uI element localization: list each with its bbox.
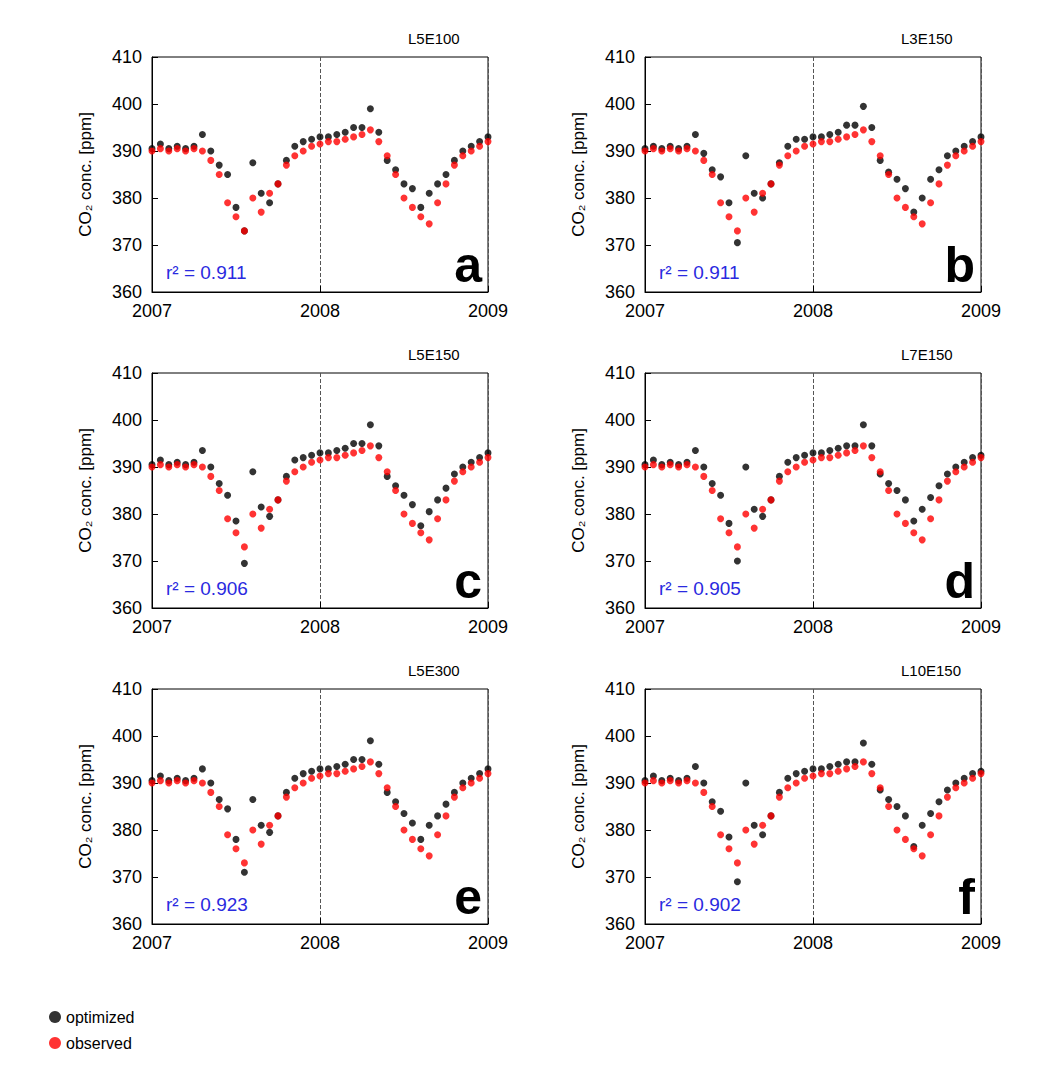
svg-text:390: 390 — [112, 457, 142, 477]
svg-text:410: 410 — [112, 679, 142, 699]
svg-text:r² = 0.923: r² = 0.923 — [166, 894, 248, 915]
svg-text:optimized: optimized — [66, 1009, 134, 1026]
svg-text:360: 360 — [112, 914, 142, 934]
svg-text:370: 370 — [605, 867, 635, 887]
svg-text:2007: 2007 — [132, 933, 172, 953]
svg-text:2007: 2007 — [625, 617, 665, 637]
svg-text:400: 400 — [112, 94, 142, 114]
svg-text:2009: 2009 — [468, 301, 508, 321]
svg-text:2007: 2007 — [132, 301, 172, 321]
svg-text:390: 390 — [605, 773, 635, 793]
svg-text:380: 380 — [112, 820, 142, 840]
svg-text:2008: 2008 — [793, 933, 833, 953]
svg-text:360: 360 — [112, 598, 142, 618]
svg-text:CO₂ conc. [ppm]: CO₂ conc. [ppm] — [76, 744, 95, 869]
svg-text:390: 390 — [605, 141, 635, 161]
svg-text:2008: 2008 — [793, 617, 833, 637]
svg-text:r² = 0.906: r² = 0.906 — [166, 578, 248, 599]
svg-text:2009: 2009 — [468, 617, 508, 637]
svg-text:410: 410 — [605, 679, 635, 699]
svg-text:380: 380 — [605, 504, 635, 524]
svg-text:d: d — [944, 553, 975, 609]
svg-text:380: 380 — [112, 188, 142, 208]
svg-text:L5E300: L5E300 — [408, 662, 460, 679]
svg-text:360: 360 — [605, 598, 635, 618]
svg-text:observed: observed — [66, 1035, 132, 1052]
svg-text:CO₂ conc. [ppm]: CO₂ conc. [ppm] — [76, 112, 95, 237]
svg-text:L5E150: L5E150 — [408, 346, 460, 363]
svg-text:c: c — [454, 553, 482, 609]
svg-text:410: 410 — [112, 47, 142, 67]
svg-text:CO₂ conc. [ppm]: CO₂ conc. [ppm] — [569, 428, 588, 553]
svg-text:410: 410 — [605, 363, 635, 383]
svg-text:390: 390 — [112, 141, 142, 161]
svg-text:2007: 2007 — [625, 301, 665, 321]
svg-text:380: 380 — [605, 820, 635, 840]
svg-text:r² = 0.905: r² = 0.905 — [659, 578, 741, 599]
svg-text:2009: 2009 — [961, 301, 1001, 321]
svg-text:2009: 2009 — [468, 933, 508, 953]
svg-text:390: 390 — [605, 457, 635, 477]
svg-text:2008: 2008 — [300, 617, 340, 637]
svg-text:360: 360 — [112, 282, 142, 302]
svg-text:CO₂ conc. [ppm]: CO₂ conc. [ppm] — [569, 744, 588, 869]
svg-text:390: 390 — [112, 773, 142, 793]
svg-text:370: 370 — [112, 235, 142, 255]
svg-text:CO₂ conc. [ppm]: CO₂ conc. [ppm] — [76, 428, 95, 553]
svg-text:r² = 0.911: r² = 0.911 — [659, 262, 739, 283]
svg-text:2008: 2008 — [300, 301, 340, 321]
svg-text:400: 400 — [112, 726, 142, 746]
svg-text:370: 370 — [112, 551, 142, 571]
svg-text:2009: 2009 — [961, 617, 1001, 637]
svg-text:2008: 2008 — [793, 301, 833, 321]
svg-text:2007: 2007 — [625, 933, 665, 953]
svg-text:CO₂ conc. [ppm]: CO₂ conc. [ppm] — [569, 112, 588, 237]
svg-text:410: 410 — [112, 363, 142, 383]
svg-text:370: 370 — [112, 867, 142, 887]
svg-text:L7E150: L7E150 — [901, 346, 953, 363]
svg-text:r² = 0.902: r² = 0.902 — [659, 894, 741, 915]
svg-text:2009: 2009 — [961, 933, 1001, 953]
svg-text:a: a — [454, 237, 483, 293]
svg-text:400: 400 — [112, 410, 142, 430]
svg-text:L3E150: L3E150 — [901, 30, 953, 47]
svg-text:370: 370 — [605, 551, 635, 571]
svg-text:380: 380 — [112, 504, 142, 524]
svg-text:e: e — [454, 869, 482, 925]
svg-text:360: 360 — [605, 914, 635, 934]
svg-text:400: 400 — [605, 94, 635, 114]
svg-text:2008: 2008 — [300, 933, 340, 953]
svg-text:L10E150: L10E150 — [901, 662, 961, 679]
svg-text:380: 380 — [605, 188, 635, 208]
svg-text:b: b — [944, 237, 975, 293]
svg-text:410: 410 — [605, 47, 635, 67]
svg-text:400: 400 — [605, 410, 635, 430]
svg-text:r² = 0.911: r² = 0.911 — [166, 262, 246, 283]
svg-text:L5E100: L5E100 — [408, 30, 460, 47]
svg-text:360: 360 — [605, 282, 635, 302]
svg-text:400: 400 — [605, 726, 635, 746]
svg-text:2007: 2007 — [132, 617, 172, 637]
svg-text:370: 370 — [605, 235, 635, 255]
svg-text:f: f — [958, 869, 975, 925]
